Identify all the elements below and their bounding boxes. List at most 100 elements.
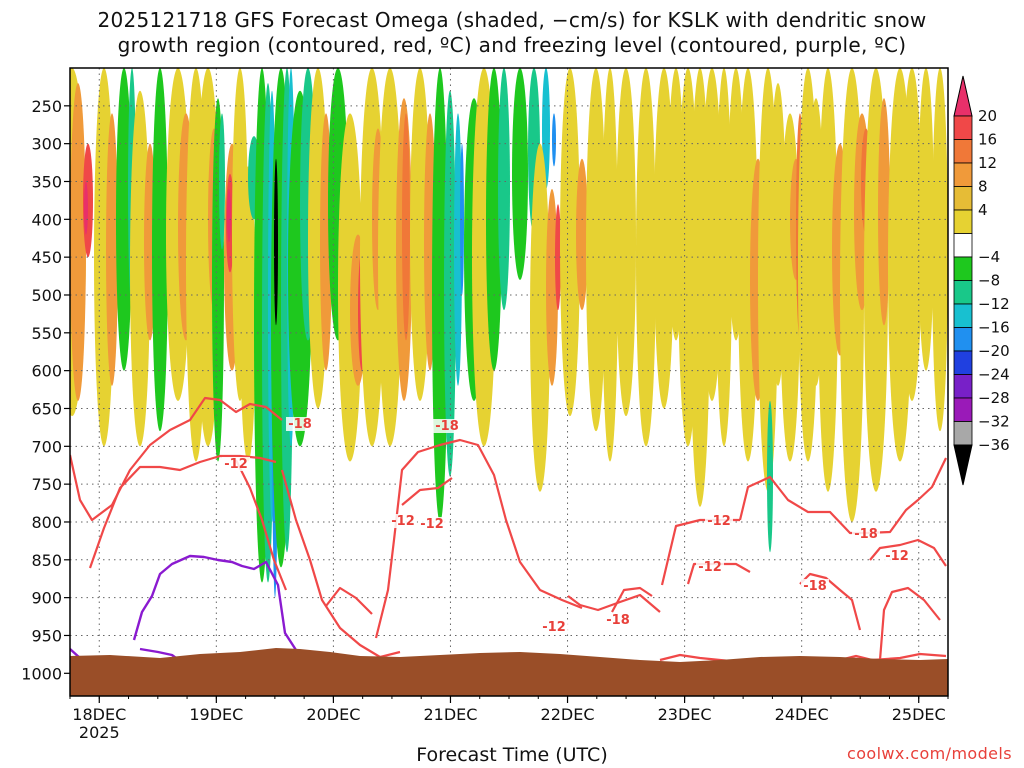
omega-plume (84, 181, 88, 235)
contour-label: -18 (288, 417, 312, 432)
y-tick-label: 800 (31, 513, 62, 532)
colorbar-tick-label: 12 (978, 154, 997, 172)
x-tick-label: 25DEC (892, 705, 946, 724)
colorbar-segment (953, 303, 973, 328)
colorbar-segment (953, 115, 973, 140)
omega-plume (586, 68, 606, 432)
omega-plume (878, 98, 890, 326)
omega-plume (240, 166, 256, 462)
omega-plume (546, 189, 558, 386)
colorbar-tick-label: −8 (978, 272, 1000, 290)
colorbar-top-arrow (953, 75, 973, 117)
dgz-contour-line (567, 593, 661, 613)
y-axis: 250 300 350 400 450 500 550 600 650 700 750 800 850 9… (21, 97, 70, 683)
x-tick-sublabel: 2025 (79, 723, 120, 742)
y-tick-label: 450 (31, 248, 62, 267)
y-tick-label: 900 (31, 589, 62, 608)
contour-label-bg (433, 419, 461, 433)
y-tick-label: 750 (31, 475, 62, 494)
colorbar: 20 16 12 8 4 −4 −8 −12 −16 −20 −24 −28 −32 −36 (953, 75, 1010, 486)
y-tick-label: 700 (31, 437, 62, 456)
contour-label: -18 (803, 579, 827, 594)
contour-label: -18 (606, 613, 630, 628)
dgz-contour-line (88, 454, 277, 569)
colorbar-tick-label: 20 (978, 107, 997, 125)
contour-label-bg (540, 620, 568, 634)
freezing-level-line (132, 554, 298, 651)
omega-plume (555, 204, 561, 311)
omega-plume (402, 113, 410, 341)
omega-plume (932, 68, 948, 432)
y-tick-label: 850 (31, 551, 62, 570)
contour-label-bg (604, 613, 632, 627)
contour-label-bg (389, 514, 417, 528)
omega-plume (636, 68, 656, 447)
y-tick-label: 950 (31, 626, 62, 645)
colorbar-segment (953, 256, 973, 281)
contour-labels: -18 -12 -18 -12 -12 -12 -18 -18 -12 -18 -12 -12 (222, 417, 911, 635)
y-tick-label: 1000 (21, 664, 62, 683)
colorbar-segment (953, 350, 973, 375)
colorbar-segment (953, 327, 973, 352)
omega-plume (219, 113, 225, 250)
grid-lines (70, 68, 948, 696)
contour-label: -18 (435, 419, 459, 434)
colorbar-tick-label: 4 (978, 201, 988, 219)
contour-label: -12 (698, 560, 722, 575)
colorbar-segment (953, 374, 973, 399)
colorbar-segment (953, 233, 973, 258)
y-tick-label: 250 (31, 97, 62, 116)
contour-label: -12 (391, 514, 415, 529)
dgz-contour-line (280, 469, 401, 659)
colorbar-tick-label: 16 (978, 131, 997, 149)
x-tick-label: 20DEC (306, 705, 360, 724)
omega-plume (918, 68, 934, 371)
dgz-contour-line (325, 586, 373, 615)
contour-label: -18 (854, 527, 878, 542)
colorbar-bottom-arrow (953, 444, 973, 486)
omega-plume (152, 68, 168, 432)
omega-plume (716, 68, 732, 447)
colorbar-tick-label: −28 (978, 389, 1010, 407)
contour-label-bg (418, 517, 446, 531)
colorbar-tick-label: −24 (978, 366, 1010, 384)
omega-core (274, 158, 278, 326)
omega-plume (616, 68, 636, 417)
omega-plume (410, 68, 430, 401)
y-tick-label: 350 (31, 172, 62, 191)
x-tick-label: 19DEC (189, 705, 243, 724)
dgz-contour-line (738, 457, 947, 535)
x-tick-label: 24DEC (775, 705, 829, 724)
omega-plume (560, 68, 580, 417)
chart-title-line-2: growth region (contoured, red, ºC) and f… (117, 33, 907, 57)
x-tick-label: 21DEC (423, 705, 477, 724)
dgz-contour-line (374, 438, 583, 639)
omega-plume (512, 68, 528, 280)
colorbar-segment (953, 209, 973, 234)
omega-plume (498, 68, 510, 311)
colorbar-tick-label: −20 (978, 342, 1010, 360)
x-tick-label: 18DEC (72, 705, 126, 724)
contour-label-bg (852, 527, 880, 541)
contour-label: -12 (542, 620, 566, 635)
contour-label-bg (801, 579, 829, 593)
contour-label-bg (286, 417, 314, 431)
colorbar-tick-label: −4 (978, 248, 1000, 266)
dgz-contour-line (401, 477, 453, 506)
x-axis-label: Forecast Time (UTC) (416, 744, 608, 766)
x-tick-label: 23DEC (658, 705, 712, 724)
contour-label-bg (222, 457, 250, 471)
contour-label: -12 (707, 514, 731, 529)
omega-plume (552, 113, 556, 167)
dgz-contour-line (878, 586, 941, 661)
contour-label-bg (705, 514, 733, 528)
colorbar-tick-label: −36 (978, 436, 1010, 454)
colorbar-tick-label: −16 (978, 319, 1010, 337)
dgz-contour-line (839, 652, 947, 662)
omega-plume (818, 68, 838, 492)
colorbar-segment (953, 421, 973, 446)
contour-label: -12 (420, 517, 444, 532)
colorbar-segment (953, 162, 973, 187)
dgz-contours (70, 396, 947, 664)
